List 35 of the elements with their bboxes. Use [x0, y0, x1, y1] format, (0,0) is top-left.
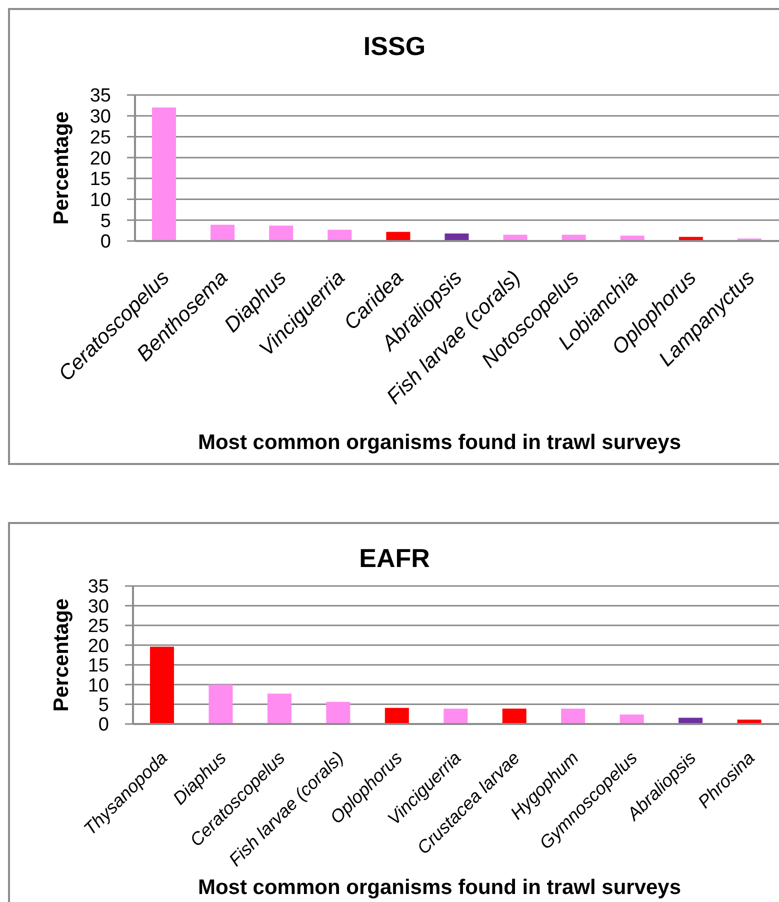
- y-tick-label: 25: [90, 127, 111, 148]
- y-tick-label: 35: [88, 576, 109, 598]
- bar: [326, 702, 350, 724]
- bar: [444, 708, 468, 724]
- x-axis-title: Most common organisms found in trawl surveys: [198, 431, 682, 454]
- bar: [210, 224, 235, 241]
- y-tick-label: 20: [90, 148, 111, 170]
- bar: [328, 230, 352, 241]
- bar: [152, 108, 176, 241]
- bar: [502, 708, 526, 724]
- y-tick-label: 20: [88, 636, 109, 657]
- y-tick-label: 30: [88, 596, 109, 618]
- y-axis-title: Percentage: [50, 598, 73, 712]
- bar: [620, 714, 644, 724]
- y-tick-label: 30: [90, 106, 111, 128]
- chart-title: ISSG: [363, 31, 426, 61]
- y-tick-label: 35: [90, 86, 111, 107]
- y-tick-label: 5: [98, 695, 109, 716]
- x-axis-title: Most common organisms found in trawl surveys: [198, 876, 682, 899]
- y-tick-label: 10: [90, 190, 111, 212]
- y-tick-label: 15: [88, 656, 109, 677]
- y-tick-label: 25: [88, 616, 109, 638]
- bar: [150, 646, 174, 724]
- bar: [384, 708, 409, 724]
- y-tick-label: 10: [88, 675, 109, 696]
- chart-title: EAFR: [359, 543, 430, 573]
- bar: [561, 708, 586, 724]
- y-tick-label: 0: [98, 714, 109, 736]
- bar: [267, 694, 292, 724]
- y-axis-title: Percentage: [50, 111, 73, 225]
- y-tick-label: 15: [90, 169, 111, 190]
- bar: [269, 226, 294, 241]
- y-tick-label: 5: [100, 210, 111, 232]
- bar: [208, 684, 233, 724]
- y-tick-label: 0: [100, 232, 111, 253]
